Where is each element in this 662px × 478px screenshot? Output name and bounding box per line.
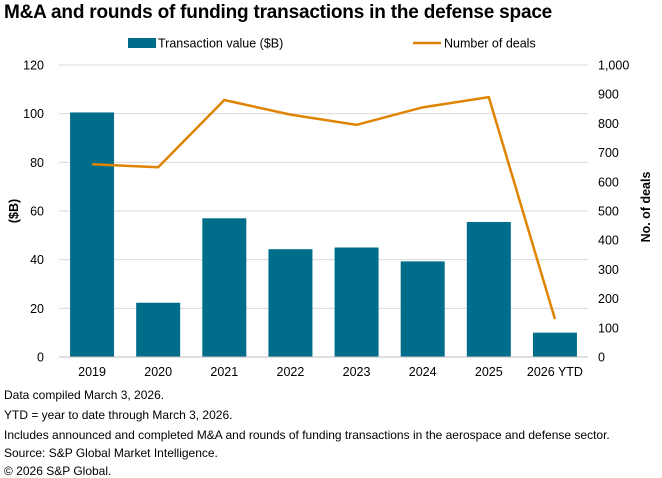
bar-2020: [136, 302, 181, 357]
footnote-compiled: Data compiled March 3, 2026.: [4, 388, 165, 402]
chart-title: M&A and rounds of funding transactions i…: [4, 2, 553, 23]
x-tick-label: 2025: [475, 365, 503, 379]
bar-2022: [268, 249, 313, 357]
right-axis-title: No. of deals: [639, 172, 653, 243]
x-tick-label: 2023: [343, 365, 371, 379]
right-tick-label: 600: [598, 175, 619, 189]
left-tick-label: 20: [30, 302, 44, 316]
bar-2021: [202, 218, 247, 357]
bars: [70, 112, 577, 357]
legend-label-line: Number of deals: [444, 37, 536, 51]
bar-2024: [400, 261, 445, 357]
x-axis: 2019 2020 2021 2022 2023 2024 2025 2026 YTD: [59, 356, 588, 379]
x-tick-label: 2020: [144, 365, 172, 379]
x-tick-label: 2022: [277, 365, 305, 379]
right-tick-label: 700: [598, 146, 619, 160]
left-tick-label: 120: [23, 59, 44, 73]
right-tick-label: 900: [598, 88, 619, 102]
footnote-copyright: © 2026 S&P Global.: [4, 464, 112, 478]
legend: Transaction value ($B) Number of deals: [128, 37, 536, 51]
bar-2019: [70, 112, 115, 357]
left-y-axis: 0 20 40 60 80 100 120 ($B): [7, 59, 44, 365]
deals-line: [91, 95, 557, 320]
legend-label-bar: Transaction value ($B): [158, 37, 283, 51]
legend-swatch-bar: [128, 38, 156, 48]
footnote-ytd: YTD = year to date through March 3, 2026…: [4, 408, 233, 422]
right-tick-label: 1,000: [598, 59, 629, 73]
bar-2026 YTD: [532, 332, 577, 357]
left-tick-label: 60: [30, 205, 44, 219]
right-tick-label: 500: [598, 205, 619, 219]
right-tick-label: 400: [598, 234, 619, 248]
right-tick-label: 800: [598, 117, 619, 131]
bar-2025: [466, 221, 511, 357]
left-axis-title: ($B): [7, 199, 21, 223]
left-tick-label: 100: [23, 107, 44, 121]
left-tick-label: 80: [30, 156, 44, 170]
x-tick-label: 2019: [78, 365, 106, 379]
footnote-includes: Includes announced and completed M&A and…: [4, 428, 610, 442]
bar-2023: [334, 247, 379, 357]
right-tick-label: 300: [598, 263, 619, 277]
right-y-axis: 0 100 200 300 400 500 600 700 800 900 1,000 No. of …: [598, 59, 653, 365]
right-tick-label: 200: [598, 292, 619, 306]
left-tick-label: 0: [37, 351, 44, 365]
footnote-source: Source: S&P Global Market Intelligence.: [4, 446, 218, 460]
right-tick-label: 100: [598, 321, 619, 335]
left-tick-label: 40: [30, 253, 44, 267]
right-tick-label: 0: [598, 351, 605, 365]
x-tick-label: 2024: [409, 365, 437, 379]
deals-polyline: [92, 95, 557, 320]
x-tick-label: 2026 YTD: [527, 365, 583, 379]
x-tick-label: 2021: [210, 365, 238, 379]
